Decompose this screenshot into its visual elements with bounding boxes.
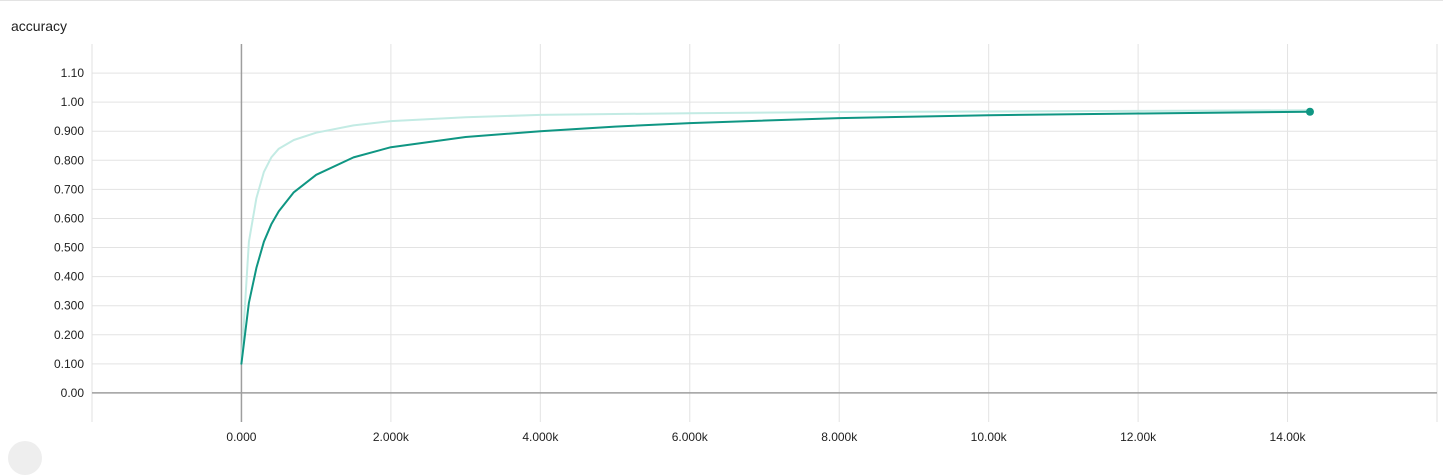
y-tick-label: 0.500	[54, 241, 84, 255]
x-tick-label: 4.000k	[522, 430, 559, 444]
y-tick-label: 1.00	[61, 95, 85, 109]
corner-circle-button[interactable]	[8, 441, 42, 475]
top-divider	[0, 0, 1443, 1]
y-tick-label: 0.800	[54, 153, 84, 167]
y-tick-label: 0.100	[54, 357, 84, 371]
x-tick-label: 2.000k	[373, 430, 410, 444]
series-layer	[240, 107, 1314, 365]
y-tick-label: 0.300	[54, 299, 84, 313]
x-tick-label: 12.00k	[1120, 430, 1157, 444]
y-tick-label: 0.400	[54, 270, 84, 284]
y-tick-label: 0.700	[54, 182, 84, 196]
chart-title: accuracy	[11, 18, 68, 34]
series-end-marker	[1305, 107, 1314, 116]
series-line-raw	[240, 109, 1311, 365]
x-tick-label: 14.00k	[1270, 430, 1307, 444]
x-tick-label: 8.000k	[821, 430, 858, 444]
tick-label-layer: 0.00 0.100 0.200 0.300 0.400 0.500 0.600 0.700 0…	[54, 66, 1307, 444]
series-line-smoothed	[240, 110, 1311, 365]
x-tick-label: 10.00k	[971, 430, 1008, 444]
y-tick-label: 0.600	[54, 211, 84, 225]
x-tick-label: 0.000	[226, 430, 256, 444]
grid-layer	[92, 44, 1437, 422]
axis-layer	[91, 44, 1438, 422]
y-tick-label: 0.00	[61, 386, 85, 400]
y-tick-label: 0.900	[54, 124, 84, 138]
x-tick-label: 6.000k	[672, 430, 709, 444]
y-tick-label: 0.200	[54, 328, 84, 342]
accuracy-chart: 0.00 0.100 0.200 0.300 0.400 0.500 0.600 0.700 0…	[54, 44, 1438, 444]
y-tick-label: 1.10	[61, 66, 85, 80]
